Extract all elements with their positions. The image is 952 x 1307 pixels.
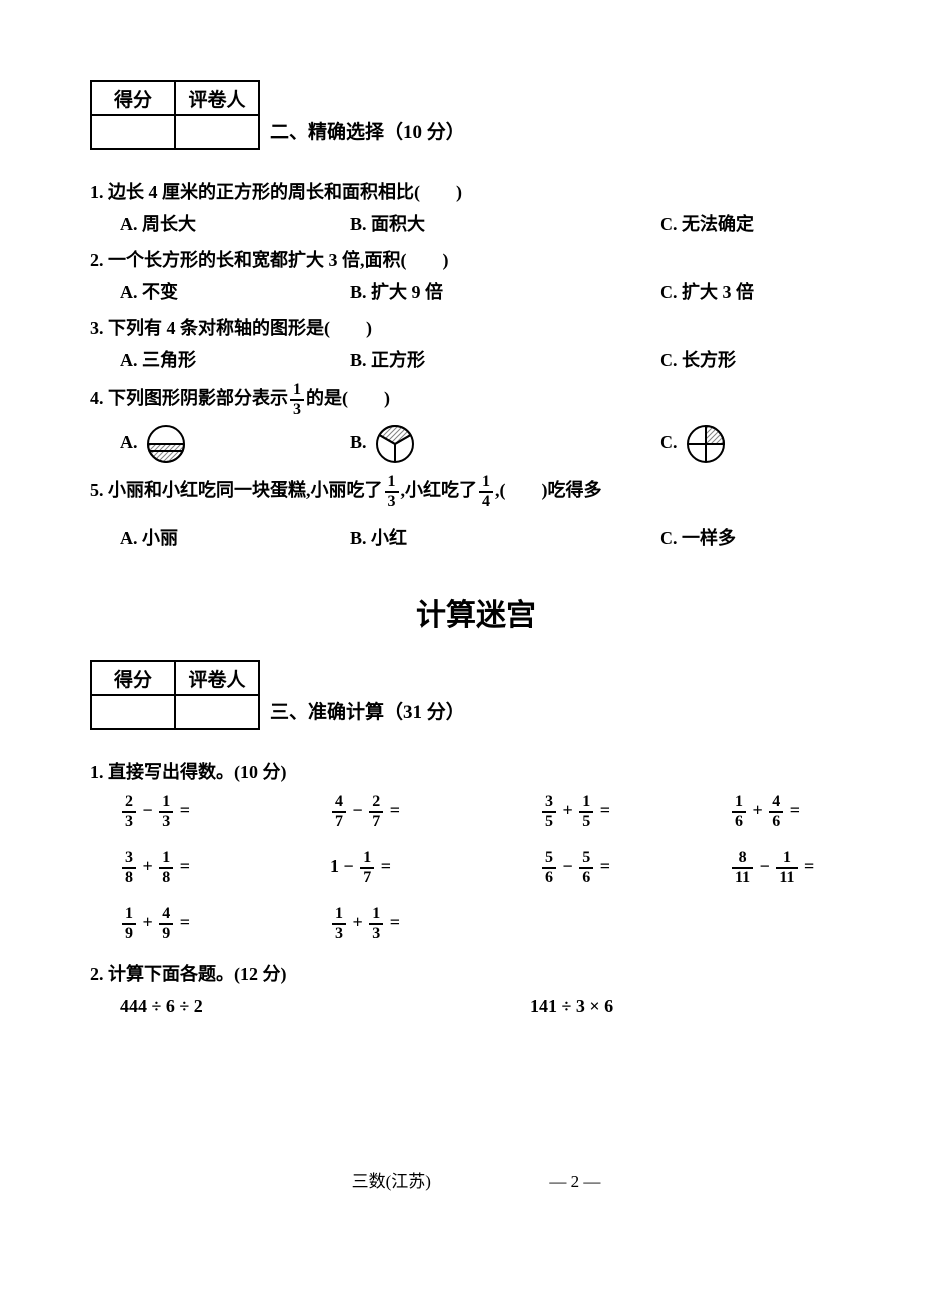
score-blank1 xyxy=(91,115,175,149)
q4-options: A. B. C. xyxy=(120,424,862,464)
frac-op-7: 811 − 111 = xyxy=(730,850,900,886)
q5-f1: 13 xyxy=(385,474,399,510)
score3-blank2 xyxy=(175,695,259,729)
q1-stem: 1. 边长 4 厘米的正方形的周长和面积相比( ) xyxy=(90,178,862,204)
section2-header: 得分 评卷人 二、精确选择（10 分） xyxy=(90,80,862,150)
q5-f2: 14 xyxy=(479,474,493,510)
frac-op-5: 1 − 17 = xyxy=(330,850,540,886)
q5-post: ,( )吃得多 xyxy=(495,480,602,500)
q4-post: 的是( ) xyxy=(306,388,390,408)
footer-left: 三数(江苏) xyxy=(352,1172,431,1191)
q5-mid: ,小红吃了 xyxy=(401,480,478,500)
section3-title: 三、准确计算（31 分） xyxy=(270,697,465,730)
q3-b: B. 正方形 xyxy=(350,346,660,372)
q3-stem: 3. 下列有 4 条对称轴的图形是( ) xyxy=(90,314,862,340)
q1-a: A. 周长大 xyxy=(120,210,350,236)
q3-options: A. 三角形 B. 正方形 C. 长方形 xyxy=(120,346,862,372)
q5-b: B. 小红 xyxy=(350,524,660,550)
q4-pre: 4. 下列图形阴影部分表示 xyxy=(90,388,288,408)
calc2-b: 141 ÷ 3 × 6 xyxy=(530,996,613,1017)
frac-op-4: 38 + 18 = xyxy=(120,850,330,886)
footer-right: — 2 — xyxy=(549,1172,600,1191)
q5-options: A. 小丽 B. 小红 C. 一样多 xyxy=(120,524,862,550)
frac-op-9: 13 + 13 = xyxy=(330,906,540,942)
sub2-title: 2. 计算下面各题。(12 分) xyxy=(90,960,862,986)
frac-op-0: 23 − 13 = xyxy=(120,794,330,830)
frac-op-8: 19 + 49 = xyxy=(120,906,330,942)
q2-options: A. 不变 B. 扩大 9 倍 C. 扩大 3 倍 xyxy=(120,278,862,304)
q1-options: A. 周长大 B. 面积大 C. 无法确定 xyxy=(120,210,862,236)
q4-fig-c xyxy=(686,424,726,464)
q3-a: A. 三角形 xyxy=(120,346,350,372)
q1-c: C. 无法确定 xyxy=(660,210,862,236)
q2-c: C. 扩大 3 倍 xyxy=(660,278,862,304)
q4-c: C. xyxy=(660,424,862,464)
score-table-3: 得分 评卷人 xyxy=(90,660,260,730)
frac-op-3: 16 + 46 = xyxy=(730,794,900,830)
section3-header: 得分 评卷人 三、准确计算（31 分） xyxy=(90,660,862,730)
score3-h1: 得分 xyxy=(91,661,175,695)
big-title: 计算迷宫 xyxy=(90,590,862,634)
calc2-a: 444 ÷ 6 ÷ 2 xyxy=(120,996,530,1017)
q5-stem: 5. 小丽和小红吃同一块蛋糕,小丽吃了13,小红吃了14,( )吃得多 xyxy=(90,474,862,510)
q4-frac: 13 xyxy=(290,382,304,418)
q2-stem: 2. 一个长方形的长和宽都扩大 3 倍,面积( ) xyxy=(90,246,862,272)
score-blank2 xyxy=(175,115,259,149)
score-h2: 评卷人 xyxy=(175,81,259,115)
section2-title: 二、精确选择（10 分） xyxy=(270,117,465,150)
q2-b: B. 扩大 9 倍 xyxy=(350,278,660,304)
q3-c: C. 长方形 xyxy=(660,346,862,372)
calc-grid: 23 − 13 =47 − 27 =35 + 15 =16 + 46 =38 +… xyxy=(120,794,862,942)
score3-h2: 评卷人 xyxy=(175,661,259,695)
score-table: 得分 评卷人 xyxy=(90,80,260,150)
score3-blank1 xyxy=(91,695,175,729)
frac-op-2: 35 + 15 = xyxy=(540,794,730,830)
q4-stem: 4. 下列图形阴影部分表示13的是( ) xyxy=(90,382,862,418)
q1-b: B. 面积大 xyxy=(350,210,660,236)
q5-pre: 5. 小丽和小红吃同一块蛋糕,小丽吃了 xyxy=(90,480,383,500)
q4-a: A. xyxy=(120,424,350,464)
q2-a: A. 不变 xyxy=(120,278,350,304)
q5-a: A. 小丽 xyxy=(120,524,350,550)
score-h1: 得分 xyxy=(91,81,175,115)
calc2-row: 444 ÷ 6 ÷ 2 141 ÷ 3 × 6 xyxy=(120,996,862,1017)
page-footer: 三数(江苏) — 2 — xyxy=(90,1167,862,1192)
q4-fig-a xyxy=(146,424,186,464)
sub1-title: 1. 直接写出得数。(10 分) xyxy=(90,758,862,784)
frac-op-1: 47 − 27 = xyxy=(330,794,540,830)
frac-op-6: 56 − 56 = xyxy=(540,850,730,886)
q4-fig-b xyxy=(375,424,415,464)
q4-b: B. xyxy=(350,424,660,464)
q5-c: C. 一样多 xyxy=(660,524,862,550)
